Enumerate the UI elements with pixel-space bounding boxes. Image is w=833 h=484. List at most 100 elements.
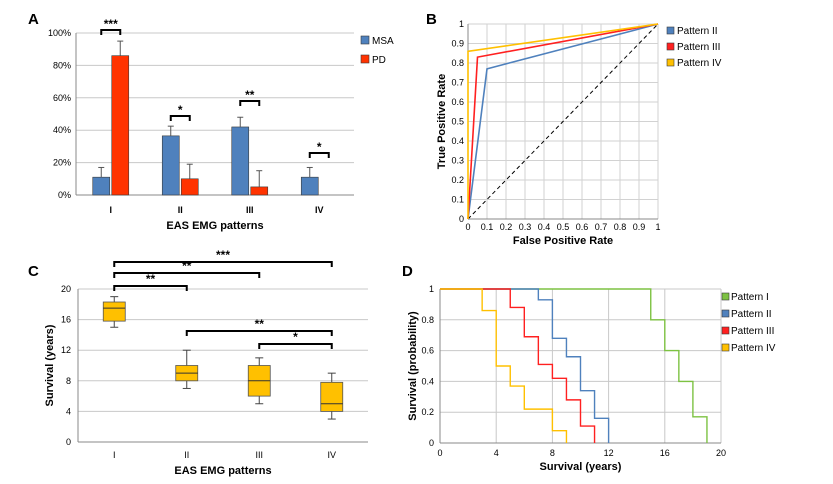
legend-swatch bbox=[666, 58, 675, 67]
y-tick-label: 4 bbox=[66, 406, 71, 416]
significance-label: * bbox=[293, 330, 298, 344]
significance-bracket bbox=[308, 152, 330, 158]
x-axis-title: False Positive Rate bbox=[513, 235, 613, 247]
legend-label: PD bbox=[372, 55, 386, 66]
y-tick-label: 0.3 bbox=[451, 156, 464, 166]
y-tick-label: 0.4 bbox=[421, 376, 434, 386]
legend-label: Pattern II bbox=[731, 309, 772, 320]
roc-curve bbox=[467, 23, 659, 220]
x-tick-label: I bbox=[109, 205, 112, 215]
y-tick-label: 0.1 bbox=[451, 195, 464, 205]
y-axis-title: True Positive Rate bbox=[436, 74, 448, 169]
y-tick-label: 12 bbox=[61, 345, 71, 355]
x-axis-title: EAS EMG patterns bbox=[166, 220, 263, 232]
y-tick-label: 0.2 bbox=[421, 407, 434, 417]
y-tick-label: 60% bbox=[53, 93, 71, 103]
y-tick-label: 0.4 bbox=[451, 136, 464, 146]
y-tick-label: 1 bbox=[459, 19, 464, 29]
significance-bracket bbox=[258, 343, 333, 349]
x-tick-label: IV bbox=[315, 205, 324, 215]
x-tick-label: I bbox=[113, 450, 116, 460]
y-tick-label: 80% bbox=[53, 60, 71, 70]
legend-label: Pattern IV bbox=[731, 343, 776, 354]
x-tick-label: 12 bbox=[604, 448, 614, 458]
bar bbox=[92, 176, 111, 196]
x-tick-label: 0.7 bbox=[595, 222, 608, 232]
legend-label: Pattern IV bbox=[677, 58, 722, 69]
significance-label: *** bbox=[216, 248, 230, 262]
bar bbox=[231, 126, 250, 196]
bar bbox=[180, 178, 199, 196]
y-tick-label: 0.8 bbox=[421, 315, 434, 325]
x-tick-label: 1 bbox=[655, 222, 660, 232]
x-tick-label: III bbox=[255, 450, 263, 460]
x-tick-label: 8 bbox=[550, 448, 555, 458]
y-axis-title: Survival (probability) bbox=[407, 311, 419, 421]
x-tick-label: 0.4 bbox=[538, 222, 551, 232]
bar bbox=[161, 135, 180, 196]
y-tick-label: 40% bbox=[53, 125, 71, 135]
y-tick-label: 8 bbox=[66, 376, 71, 386]
x-tick-label: 0 bbox=[437, 448, 442, 458]
y-tick-label: 0 bbox=[66, 437, 71, 447]
legend-swatch bbox=[666, 26, 675, 35]
y-tick-label: 100% bbox=[48, 28, 71, 38]
significance-bracket bbox=[113, 285, 188, 291]
x-tick-label: 4 bbox=[494, 448, 499, 458]
panel-letter: C bbox=[28, 263, 39, 280]
y-tick-label: 20% bbox=[53, 158, 71, 168]
box bbox=[102, 301, 126, 322]
significance-label: * bbox=[178, 103, 183, 117]
x-tick-label: 0.6 bbox=[576, 222, 589, 232]
survival-curve bbox=[440, 288, 568, 443]
x-axis-title: EAS EMG patterns bbox=[174, 465, 271, 477]
y-axis-title: Survival (years) bbox=[44, 324, 56, 406]
x-tick-label: II bbox=[184, 450, 189, 460]
y-tick-label: 0.2 bbox=[451, 175, 464, 185]
x-tick-label: IV bbox=[327, 450, 336, 460]
significance-label: ** bbox=[245, 88, 255, 102]
roc-curve bbox=[467, 23, 659, 220]
survival-curve bbox=[440, 288, 708, 443]
significance-bracket bbox=[113, 272, 261, 278]
bar bbox=[250, 186, 269, 196]
y-tick-label: 0 bbox=[429, 438, 434, 448]
y-tick-label: 0% bbox=[58, 190, 71, 200]
significance-label: *** bbox=[104, 17, 118, 31]
x-tick-label: 0.3 bbox=[519, 222, 532, 232]
significance-bracket bbox=[239, 100, 261, 106]
legend-label: Pattern II bbox=[677, 26, 718, 37]
significance-bracket bbox=[100, 29, 122, 35]
y-tick-label: 1 bbox=[429, 284, 434, 294]
significance-bracket bbox=[185, 330, 333, 336]
x-tick-label: 0.1 bbox=[481, 222, 494, 232]
significance-label: * bbox=[317, 140, 322, 154]
roc-curve bbox=[467, 23, 659, 219]
y-tick-label: 0.6 bbox=[421, 346, 434, 356]
x-tick-label: III bbox=[246, 205, 254, 215]
x-tick-label: 20 bbox=[716, 448, 726, 458]
significance-label: ** bbox=[255, 317, 265, 331]
panel-a: A0%20%40%60%80%100%I II III IV*******EAS EM… bbox=[28, 11, 394, 232]
x-axis-title: Survival (years) bbox=[540, 461, 622, 473]
panel-letter: B bbox=[426, 11, 437, 28]
panel-b: B 00 0.1 0.1 0.2 0.2 0.3 0.3 0.4 0.4 0.5 0.5 0.6 0.6 0… bbox=[426, 11, 722, 247]
legend-swatch bbox=[721, 292, 730, 301]
y-tick-label: 20 bbox=[61, 284, 71, 294]
legend-swatch bbox=[721, 326, 730, 335]
y-tick-label: 0.8 bbox=[451, 58, 464, 68]
box bbox=[320, 381, 344, 412]
legend-swatch bbox=[360, 35, 370, 45]
legend-swatch bbox=[666, 42, 675, 51]
y-tick-label: 0.5 bbox=[451, 117, 464, 127]
x-tick-label: 16 bbox=[660, 448, 670, 458]
bar bbox=[300, 176, 319, 196]
y-tick-label: 0.6 bbox=[451, 97, 464, 107]
y-tick-label: 0 bbox=[459, 214, 464, 224]
x-tick-label: 0.5 bbox=[557, 222, 570, 232]
legend-label: Pattern III bbox=[731, 326, 774, 337]
y-tick-label: 16 bbox=[61, 315, 71, 325]
significance-bracket bbox=[169, 115, 191, 121]
